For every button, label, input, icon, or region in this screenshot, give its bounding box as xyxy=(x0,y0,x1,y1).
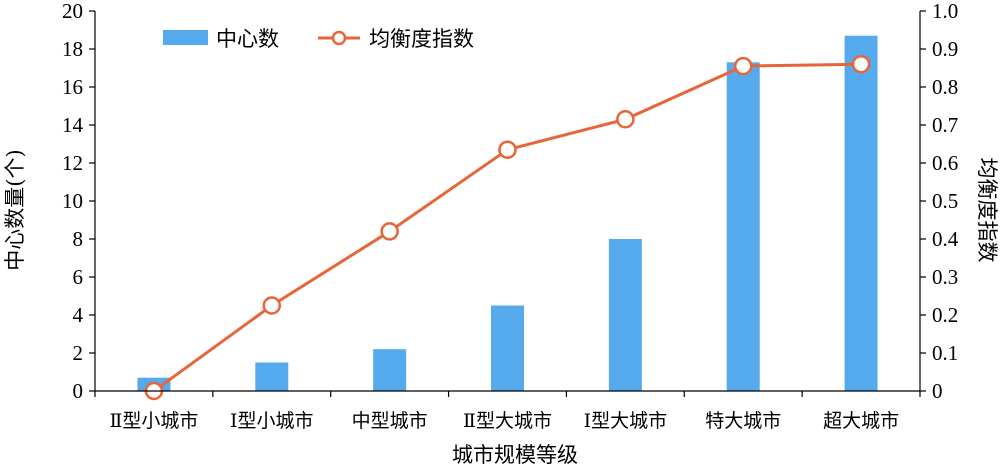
bar-7 xyxy=(844,35,878,391)
y2-tick-label: 0.3 xyxy=(932,265,958,289)
left-axis-ticks: 0 2 4 6 8 10 12 14 16 18 20 xyxy=(62,0,84,403)
x-category-label: Ⅰ型小城市 xyxy=(230,410,314,432)
legend-line-label: 均衡度指数 xyxy=(369,27,474,51)
y2-axis-title: 均衡度指数 xyxy=(975,158,999,263)
x-category-label: Ⅱ型小城市 xyxy=(109,410,198,432)
bar-5 xyxy=(608,239,642,391)
balance-index-point-2 xyxy=(262,296,282,315)
y2-tick-label: 0.6 xyxy=(932,151,958,175)
legend-bar-label: 中心数 xyxy=(216,27,279,51)
legend-bar-swatch xyxy=(163,30,208,45)
x-category-label: 超大城市 xyxy=(823,410,899,432)
y-axis-title: 中心数量(个) xyxy=(3,149,27,270)
bar-4 xyxy=(491,305,524,391)
y2-tick-label: 0.1 xyxy=(932,341,958,365)
legend-line-marker xyxy=(331,30,347,46)
y2-tick-label: 0.9 xyxy=(932,37,958,61)
bar-2 xyxy=(255,362,289,391)
y-tick-label: 12 xyxy=(62,151,83,175)
y-tick-label: 16 xyxy=(62,75,83,99)
balance-index-point-4 xyxy=(498,140,517,159)
bar-series xyxy=(137,35,878,392)
balance-index-point-6 xyxy=(733,56,753,76)
y2-tick-label: 1.0 xyxy=(932,0,958,23)
x-category-label: 中型城市 xyxy=(352,410,428,432)
y2-tick-label: 0.8 xyxy=(932,75,958,99)
y-tick-label: 4 xyxy=(73,303,84,327)
balance-index-point-7 xyxy=(851,54,871,74)
y2-tick-label: 0 xyxy=(932,379,943,403)
y2-tick-label: 0.7 xyxy=(932,113,958,137)
x-category-label: Ⅰ型大城市 xyxy=(584,410,668,432)
y-tick-label: 14 xyxy=(62,113,84,137)
x-category-label: 特大城市 xyxy=(705,410,781,432)
y-tick-label: 18 xyxy=(62,37,83,61)
x-axis-categories: Ⅱ型小城市 Ⅰ型小城市 中型城市 Ⅱ型大城市 Ⅰ型大城市 特大城市 超大城市 xyxy=(109,410,899,432)
y-tick-label: 8 xyxy=(73,227,84,251)
y-tick-label: 2 xyxy=(73,341,84,365)
bar-3 xyxy=(373,349,407,391)
y-tick-label: 10 xyxy=(62,189,83,213)
bar-6 xyxy=(726,62,760,392)
y2-tick-label: 0.2 xyxy=(932,303,958,327)
balance-index-point-5 xyxy=(616,110,635,129)
x-category-label: Ⅱ型大城市 xyxy=(463,410,552,432)
y-tick-label: 20 xyxy=(62,0,83,23)
balance-index-point-3 xyxy=(380,222,399,241)
right-axis-ticks: 0 0.1 0.2 0.3 0.4 0.5 0.6 0.7 0.8 0.9 1.0 xyxy=(932,0,959,403)
y2-tick-label: 0.4 xyxy=(932,227,959,251)
y-tick-label: 6 xyxy=(73,265,84,289)
y-tick-label: 0 xyxy=(73,379,84,403)
axes xyxy=(89,10,926,397)
line-series xyxy=(144,54,871,401)
x-axis-title: 城市规模等级 xyxy=(452,443,578,467)
y2-tick-label: 0.5 xyxy=(932,189,958,213)
legend: 中心数 均衡度指数 xyxy=(163,27,474,51)
